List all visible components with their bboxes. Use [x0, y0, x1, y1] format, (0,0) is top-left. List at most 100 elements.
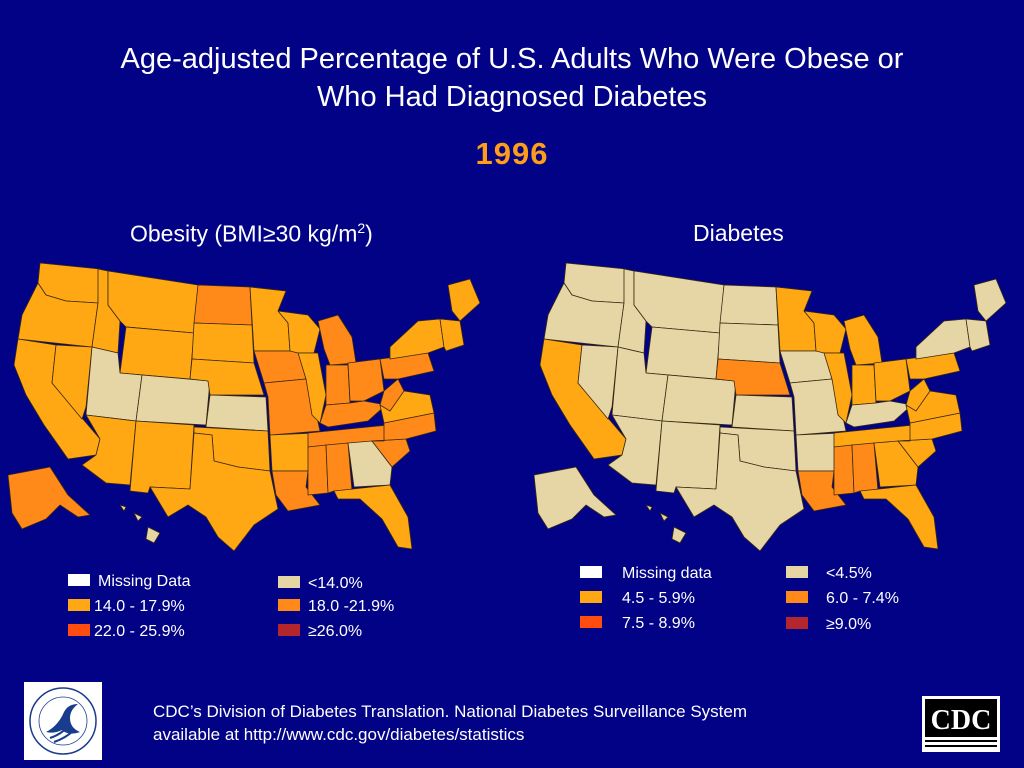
footer-line-2: available at http://www.cdc.gov/diabetes…: [153, 725, 525, 744]
obesity-map: [8, 262, 481, 552]
diabetes-state-ak: [534, 466, 617, 530]
obesity-legend-item-22-25: 22.0 - 25.9%: [68, 622, 185, 642]
legend-swatch: [68, 624, 90, 637]
obesity-state-wv: [379, 378, 405, 412]
obesity-state-ky: [319, 400, 387, 428]
legend-label: Missing data: [622, 565, 712, 582]
obesity-state-hi: [119, 504, 161, 544]
obesity-state-nd: [193, 284, 253, 326]
legend-swatch: [580, 591, 602, 604]
footer-citation: CDC’s Division of Diabetes Translation. …: [153, 700, 747, 746]
obesity-state-ga: [347, 440, 393, 488]
footer-line-1: CDC’s Division of Diabetes Translation. …: [153, 702, 748, 721]
obesity-state-mi: [317, 314, 357, 366]
legend-label: ≥9.0%: [826, 616, 872, 633]
title-line-2: Who Had Diagnosed Diabetes: [316, 81, 708, 113]
diabetes-state-al: [851, 442, 879, 494]
obesity-state-ne_states: [439, 318, 465, 352]
obesity-title-prefix: Obesity (BMI≥30 kg/m: [130, 220, 358, 247]
obesity-legend-item-missing: Missing Data: [68, 572, 190, 592]
diabetes-state-wy: [645, 326, 721, 380]
diabetes-state-nm: [655, 420, 721, 494]
obesity-title-suffix: ): [365, 220, 373, 247]
legend-label: 6.0 - 7.4%: [826, 590, 899, 607]
diabetes-state-ga: [873, 440, 919, 488]
legend-label: Missing Data: [98, 573, 191, 590]
obesity-state-pa: [379, 352, 435, 380]
obesity-state-tx: [149, 432, 279, 552]
legend-swatch: [786, 617, 808, 630]
diabetes-map: [534, 262, 1007, 552]
diabetes-state-mi: [843, 314, 883, 366]
diabetes-legend-item-75-89: 7.5 - 8.9%: [580, 614, 695, 634]
obesity-state-co: [135, 374, 211, 426]
cdc-logo: CDC: [922, 696, 1000, 752]
obesity-state-nm: [129, 420, 195, 494]
obesity-state-mt: [107, 270, 199, 334]
hhs-seal-logo: [24, 682, 102, 760]
obesity-state-mn: [249, 286, 291, 352]
legend-label: 22.0 - 25.9%: [94, 623, 185, 640]
obesity-title-sup: 2: [357, 220, 366, 236]
diabetes-state-mt: [633, 270, 725, 334]
legend-swatch: [580, 566, 602, 579]
legend-label: 14.0 - 17.9%: [94, 598, 185, 615]
obesity-state-ia: [253, 350, 307, 384]
obesity-state-ms: [307, 444, 329, 496]
obesity-state-in: [325, 364, 351, 406]
obesity-legend-item-gte26: ≥26.0%: [278, 622, 362, 642]
obesity-legend-item-lt14: <14.0%: [278, 574, 363, 594]
slide-title: Age-adjusted Percentage of U.S. Adults W…: [20, 40, 1004, 116]
obesity-panel-title: Obesity (BMI≥30 kg/m2): [130, 220, 373, 248]
diabetes-legend: Missing data <4.5% 4.5 - 5.9% 6.0 - 7.4%…: [580, 564, 980, 639]
obesity-state-fl: [333, 484, 413, 550]
obesity-legend: Missing Data <14.0% 14.0 - 17.9% 18.0 -2…: [68, 572, 448, 642]
legend-swatch: [68, 599, 90, 612]
diabetes-legend-item-lt45: <4.5%: [786, 564, 872, 584]
legend-label: 7.5 - 8.9%: [622, 615, 695, 632]
legend-label: <14.0%: [308, 575, 363, 592]
diabetes-state-ny: [915, 318, 971, 360]
obesity-state-sd: [191, 322, 255, 364]
diabetes-state-nd: [719, 284, 779, 326]
obesity-state-al: [325, 442, 353, 494]
diabetes-state-co: [661, 374, 737, 426]
diabetes-state-wv: [905, 378, 931, 412]
legend-swatch: [786, 591, 808, 604]
year-label: 1996: [475, 136, 549, 171]
legend-label: <4.5%: [826, 565, 872, 582]
diabetes-legend-item-45-59: 4.5 - 5.9%: [580, 589, 695, 609]
obesity-legend-item-14-17: 14.0 - 17.9%: [68, 597, 185, 617]
legend-label: ≥26.0%: [308, 623, 363, 640]
diabetes-legend-item-gte9: ≥9.0%: [786, 615, 871, 635]
diabetes-panel-title: Diabetes: [693, 220, 784, 246]
diabetes-state-nv: [577, 344, 619, 420]
diabetes-legend-item-60-74: 6.0 - 7.4%: [786, 589, 899, 609]
diabetes-state-oh: [873, 358, 911, 402]
diabetes-state-hi: [645, 504, 687, 544]
obesity-legend-item-18-21: 18.0 -21.9%: [278, 597, 394, 617]
diabetes-state-ms: [833, 444, 855, 496]
obesity-state-ks: [205, 394, 269, 432]
diabetes-state-ky: [845, 400, 913, 428]
diabetes-state-ne_states: [965, 318, 991, 352]
obesity-state-ak: [8, 466, 91, 530]
title-line-1: Age-adjusted Percentage of U.S. Adults W…: [120, 43, 904, 75]
diabetes-legend-item-missing: Missing data: [580, 564, 712, 584]
diabetes-state-fl: [859, 484, 939, 550]
diabetes-state-tx: [675, 432, 805, 552]
obesity-state-wy: [119, 326, 195, 380]
diabetes-state-in: [851, 364, 877, 406]
diabetes-state-pa: [905, 352, 961, 380]
legend-swatch: [278, 576, 300, 589]
legend-swatch: [278, 624, 300, 637]
obesity-state-me: [447, 278, 481, 322]
obesity-state-ny: [389, 318, 445, 360]
obesity-state-oh: [347, 358, 385, 402]
diabetes-state-me: [973, 278, 1007, 322]
diabetes-state-ia: [779, 350, 833, 384]
obesity-state-nv: [51, 344, 93, 420]
legend-label: 4.5 - 5.9%: [622, 590, 695, 607]
diabetes-state-sd: [717, 322, 781, 364]
